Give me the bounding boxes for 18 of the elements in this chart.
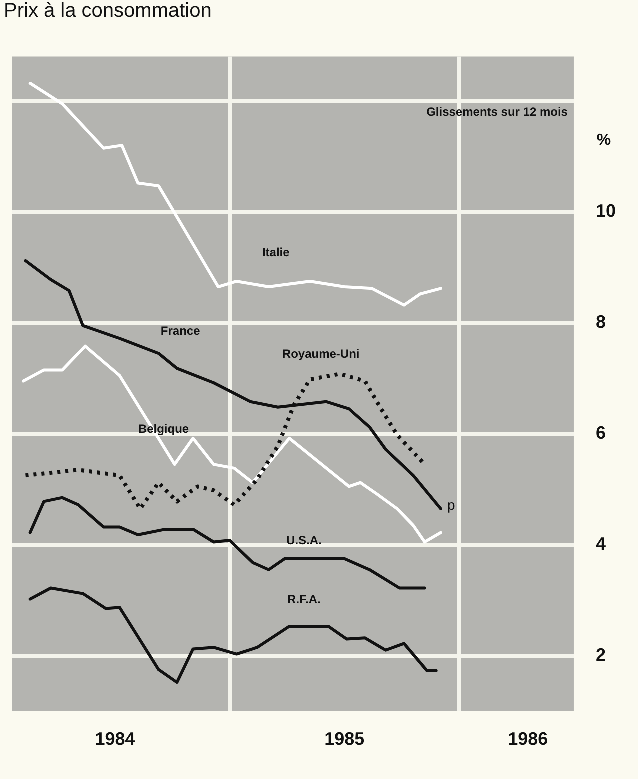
y-tick-label: 2 [596, 644, 606, 665]
annotation: Glissements sur 12 mois [426, 105, 568, 120]
series-label: U.S.A. [286, 534, 322, 548]
annotation: p [448, 497, 456, 514]
chart-title: Prix à la consommation [4, 0, 212, 23]
y-tick-label: 10 [596, 201, 616, 222]
x-tick-label: 1985 [324, 729, 365, 750]
y-tick-label: 6 [596, 422, 606, 443]
series-label: Belgique [138, 422, 190, 436]
series-label: Royaume-Uni [282, 346, 360, 361]
text: Italie [262, 245, 290, 260]
x-tick-label: 1984 [95, 729, 136, 750]
series-label: R.F.A. [288, 592, 321, 606]
y-axis-title: % [596, 132, 612, 150]
y-tick-label: 8 [596, 312, 606, 332]
y-tick-label: 4 [596, 534, 606, 554]
series-label: France [160, 324, 201, 338]
x-tick-label: 1986 [508, 729, 548, 750]
